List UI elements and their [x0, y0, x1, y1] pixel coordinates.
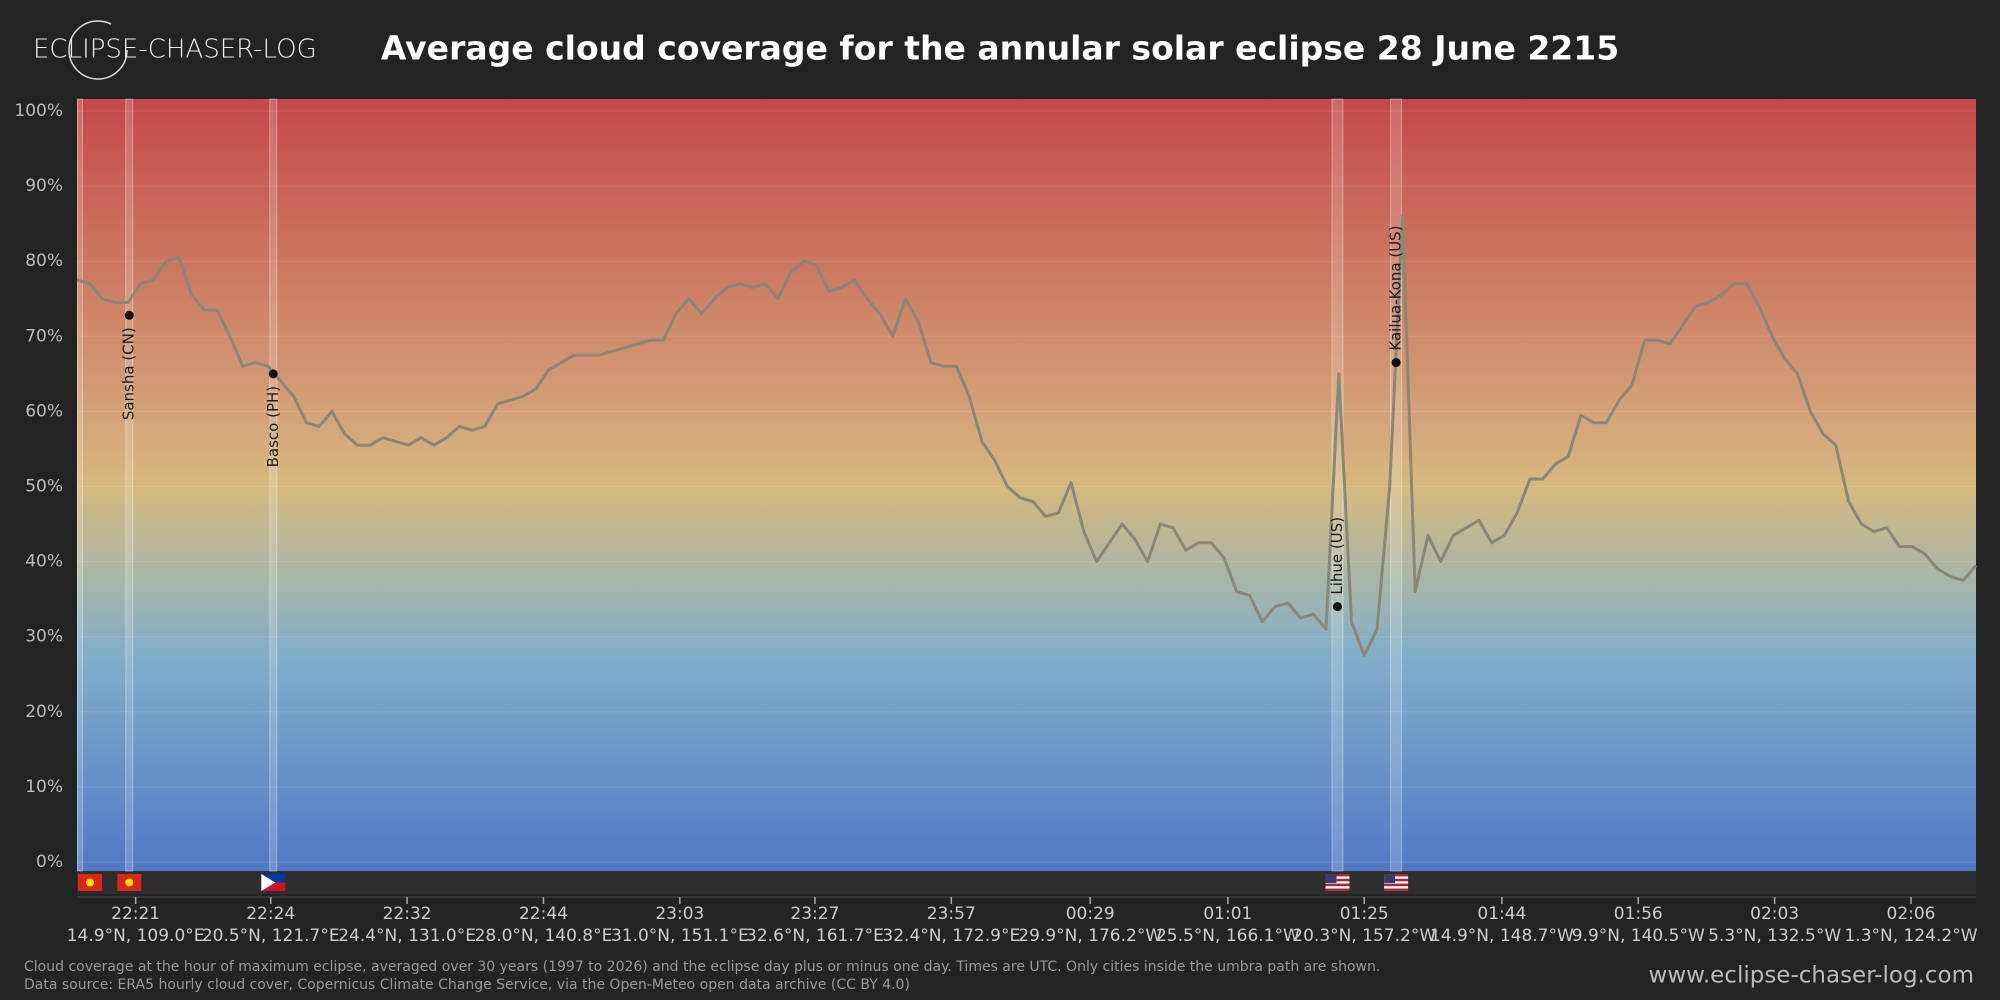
logo: ECLIPSE-CHASER-LOG	[33, 35, 317, 65]
city-label: Basco (PH)	[264, 386, 282, 468]
flag	[261, 874, 286, 891]
x-tick-label: 22:21	[111, 904, 160, 924]
flag-stripe	[1384, 874, 1409, 877]
plot-background	[77, 99, 1976, 871]
flag-stripe	[1384, 888, 1409, 891]
y-tick-label: 10%	[25, 777, 63, 797]
x-tick-label: 02:06	[1887, 904, 1936, 924]
flag	[1325, 874, 1350, 891]
y-tick-label: 50%	[25, 477, 63, 497]
flag-stripe	[1325, 883, 1350, 887]
flag	[117, 874, 142, 891]
x-tick-label: 02:03	[1750, 904, 1799, 924]
x-tick-label: 23:27	[790, 904, 839, 924]
flag-stripe	[1325, 874, 1350, 877]
city-label: Lihue (US)	[1328, 517, 1346, 595]
flag-stripe	[1384, 881, 1409, 884]
flag-stripe	[1384, 883, 1409, 887]
logo-mark	[68, 20, 128, 80]
flag-stripe	[1325, 876, 1350, 879]
x-tick-coordinate: 14.9°N, 109.0°E	[67, 926, 205, 946]
x-tick-coordinate: 14.9°N, 148.7°W	[1430, 926, 1574, 946]
city-band	[269, 98, 278, 872]
y-tick-label: 70%	[25, 326, 63, 346]
flag-stripe	[1325, 881, 1350, 884]
city-label: Sansha (CN)	[120, 327, 138, 420]
y-tick-label: 60%	[25, 401, 63, 421]
flag-top	[261, 874, 286, 883]
city-band	[1390, 98, 1403, 872]
city-marker	[124, 310, 134, 320]
y-tick-label: 0%	[36, 852, 63, 872]
x-tick-coordinate: 29.9°N, 176.2°W	[1018, 926, 1162, 946]
x-tick-coordinate: 28.0°N, 140.8°E	[475, 926, 613, 946]
flag-stripe	[1384, 876, 1409, 879]
flag-stripe	[1325, 886, 1350, 889]
x-tick-coordinate: 1.3°N, 124.2°W	[1844, 926, 1977, 946]
chart-title: Average cloud coverage for the annular s…	[381, 29, 1619, 68]
x-tick-coordinate: 20.5°N, 121.7°E	[202, 926, 340, 946]
flag-stripe	[1325, 888, 1350, 891]
x-tick-coordinate: 25.5°N, 166.1°W	[1156, 926, 1300, 946]
x-tick-label: 22:32	[383, 904, 432, 924]
x-tick-label: 23:03	[655, 904, 704, 924]
x-tick-label: 01:01	[1203, 904, 1252, 924]
city-label: Kailua-Kona (US)	[1387, 225, 1405, 350]
flag-strip	[77, 871, 1976, 894]
flag-canton	[1325, 874, 1337, 883]
flag	[78, 874, 102, 891]
y-tick-label: 100%	[14, 101, 63, 121]
city-marker	[268, 369, 278, 379]
x-tick-coordinate: 31.0°N, 151.1°E	[611, 926, 749, 946]
x-tick-label: 01:44	[1477, 904, 1526, 924]
flag-stripe	[1384, 878, 1409, 882]
flag-stripe	[1325, 878, 1350, 882]
flag-stripe	[1384, 886, 1409, 889]
y-tick-label: 30%	[25, 627, 63, 647]
x-tick-coordinate: 32.4°N, 172.9°E	[882, 926, 1020, 946]
x-tick-label: 00:29	[1066, 904, 1115, 924]
city-marker	[1332, 602, 1342, 612]
x-tick-label: 22:24	[246, 904, 295, 924]
city-band	[125, 98, 134, 872]
flag-triangle	[261, 874, 276, 891]
x-tick-label: 01:56	[1614, 904, 1663, 924]
flag-bottom	[261, 882, 286, 891]
y-tick-label: 40%	[25, 552, 63, 572]
y-tick-label: 20%	[25, 702, 63, 722]
y-tick-label: 80%	[25, 251, 63, 271]
flag-star	[86, 878, 94, 887]
x-tick-label: 01:25	[1340, 904, 1389, 924]
x-tick-coordinate: 20.3°N, 157.2°W	[1292, 926, 1436, 946]
x-tick-coordinate: 24.4°N, 131.0°E	[338, 926, 476, 946]
x-tick-coordinate: 9.9°N, 140.5°W	[1572, 926, 1705, 946]
flag	[1384, 874, 1409, 891]
x-tick-coordinate: 32.6°N, 161.7°E	[746, 926, 884, 946]
x-tick-label: 23:57	[927, 904, 976, 924]
city-band	[77, 98, 83, 872]
x-tick-label: 22:44	[519, 904, 568, 924]
footnote: Data source: ERA5 hourly cloud cover, Co…	[24, 977, 910, 993]
url: www.eclipse-chaser-log.com	[1649, 963, 1974, 989]
y-tick-label: 90%	[25, 176, 63, 196]
footnote: Cloud coverage at the hour of maximum ec…	[24, 959, 1380, 975]
flag-canton	[1384, 874, 1396, 883]
line	[76, 214, 1978, 657]
city-marker	[1391, 358, 1401, 368]
flag-star	[125, 878, 134, 887]
x-tick-coordinate: 5.3°N, 132.5°W	[1708, 926, 1841, 946]
